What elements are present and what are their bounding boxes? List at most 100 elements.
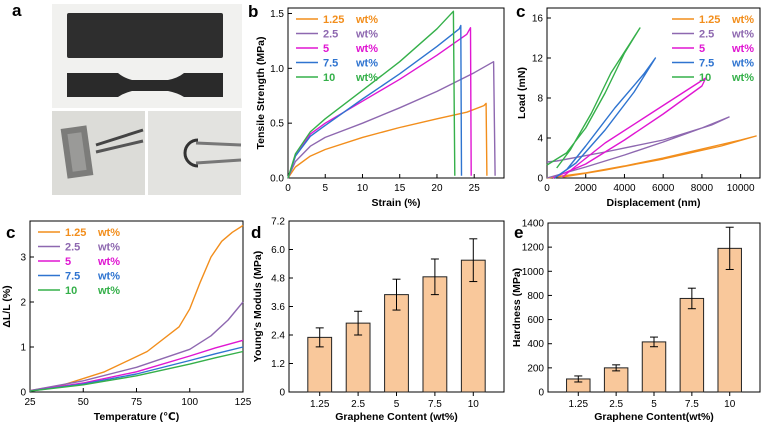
plot-frame: [287, 7, 505, 179]
dumbbell-specimen-photo: [67, 73, 223, 97]
x-axis-label: Graphene Content (wt%): [335, 411, 458, 423]
y-tick-label: 1400: [522, 219, 545, 230]
x-axis-label: Graphene Content(wt%): [594, 411, 714, 423]
panel-letter-b: b: [248, 2, 258, 21]
panel-letter-e: e: [514, 223, 523, 242]
panel-letter-c-top: c: [516, 2, 525, 21]
legend-entry: 10: [699, 72, 711, 84]
panel-letter-c-bottom: c: [6, 223, 15, 242]
x-tick-label: 10: [724, 399, 736, 410]
series-line-3: [287, 27, 472, 179]
y-tick-label: 0: [20, 388, 26, 399]
series-line-3: [552, 77, 707, 179]
x-tick-label: 10000: [727, 183, 755, 194]
x-tick-label: 2.5: [351, 399, 365, 410]
legend-entry: 2.5: [699, 29, 714, 41]
x-tick-label: 10: [468, 399, 480, 410]
legend-entry: 5: [65, 256, 71, 268]
legend-entry: 2.5: [65, 242, 80, 254]
tweezers-arm-4: [195, 158, 242, 165]
y-tick-label: 16: [532, 14, 544, 25]
rectangular-specimen: [67, 13, 223, 58]
load-displacement-chart: c Load (mN) Displacement (nm) 0 4 8 12 16 0 2000 4…: [516, 2, 761, 209]
legend-unit: wt%: [731, 72, 754, 84]
y-axis-label: Tensile Strength (MPa): [255, 37, 267, 150]
youngs-modulus-chart: d Young's Moduls (MPa) Graphene Content (w…: [251, 217, 505, 423]
x-tick-label: 2.5: [609, 399, 623, 410]
x-tick-label: 0: [285, 183, 291, 194]
curled-strip: [183, 138, 199, 168]
bar: [679, 297, 705, 393]
y-tick-label: 7.2: [271, 217, 285, 228]
legend-unit: wt%: [355, 58, 378, 70]
x-tick-label: 100: [181, 397, 198, 408]
x-tick-label: 8000: [691, 183, 714, 194]
tensile-chart: b Tensile Strength (MPa) Strain (%) 0.0 0.5 1…: [248, 2, 505, 209]
y-tick-label: 4: [537, 134, 543, 145]
legend-unit: wt%: [355, 14, 378, 26]
legend-entry: 7.5: [323, 58, 338, 70]
y-tick-label: 1.2: [271, 359, 285, 370]
y-tick-label: 1.5: [270, 9, 284, 20]
x-tick-label: 75: [131, 397, 143, 408]
bent-strip-inner: [67, 132, 87, 172]
x-tick-label: 6000: [652, 183, 675, 194]
y-tick-label: 8: [537, 94, 543, 105]
y-tick-label: 0: [537, 174, 543, 185]
y-axis-label: Young's Moduls (MPa): [252, 251, 264, 362]
legend-unit: wt%: [97, 285, 120, 297]
legend-unit: wt%: [97, 242, 120, 254]
y-tick-label: 600: [527, 315, 544, 326]
x-tick-label: 25: [24, 397, 36, 408]
x-tick-label: 7.5: [428, 399, 442, 410]
x-tick-label: 10: [357, 183, 369, 194]
legend-unit: wt%: [97, 256, 120, 268]
series-line-1: [287, 102, 488, 179]
series-line-5: [546, 27, 641, 169]
series-line-4: [287, 24, 463, 179]
legend-entry: 1.25: [323, 14, 344, 26]
x-axis-label: Displacement (nm): [607, 197, 701, 209]
y-axis-label: ΔL/L (%): [1, 285, 13, 327]
y-tick-label: 800: [527, 291, 544, 302]
x-tick-label: 7.5: [685, 399, 699, 410]
legend-entry: 1.25: [65, 227, 86, 239]
x-tick-label: 1.25: [310, 399, 330, 410]
hardness-chart: e Hardness (MPa) Graphene Content(wt%) 0 200…: [511, 219, 761, 423]
series-line-3: [29, 339, 244, 392]
y-tick-label: 2.4: [271, 331, 285, 342]
legend-entry: 1.25: [699, 14, 720, 26]
legend-entry: 7.5: [65, 271, 80, 283]
y-tick-label: 3: [20, 253, 26, 264]
y-tick-label: 2: [20, 298, 26, 309]
photo-panel: a: [12, 1, 242, 195]
series-line-2: [287, 61, 496, 179]
y-tick-label: 12: [532, 54, 544, 65]
x-tick-label: 0: [544, 183, 550, 194]
tweezers-loop-photo: [148, 111, 241, 195]
series-line-2: [29, 301, 244, 392]
legend-unit: wt%: [731, 14, 754, 26]
y-tick-label: 4.8: [271, 274, 285, 285]
panel-letter-a: a: [12, 1, 22, 20]
series-line-1: [546, 135, 757, 179]
thermal-expansion-chart: c ΔL/L (%) Temperature (℃) 0 1 2 3 25 50 75 100 125…: [1, 220, 252, 423]
y-axis-label: Hardness (MPa): [511, 268, 523, 347]
series-line-5: [287, 10, 456, 179]
legend-unit: wt%: [355, 29, 378, 41]
series-line-5: [29, 350, 244, 392]
legend-unit: wt%: [355, 43, 378, 55]
y-tick-label: 400: [527, 339, 544, 350]
plot-frame: [546, 7, 761, 179]
x-tick-label: 2000: [575, 183, 598, 194]
x-tick-label: 5: [651, 399, 657, 410]
series-line-4: [554, 57, 657, 179]
y-tick-label: 6.0: [271, 245, 285, 256]
bar: [641, 341, 667, 393]
x-tick-label: 50: [78, 397, 90, 408]
legend-entry: 10: [323, 72, 335, 84]
legend-entry: 10: [65, 285, 77, 297]
y-tick-label: 0.5: [270, 119, 284, 130]
y-tick-label: 0: [279, 388, 285, 399]
